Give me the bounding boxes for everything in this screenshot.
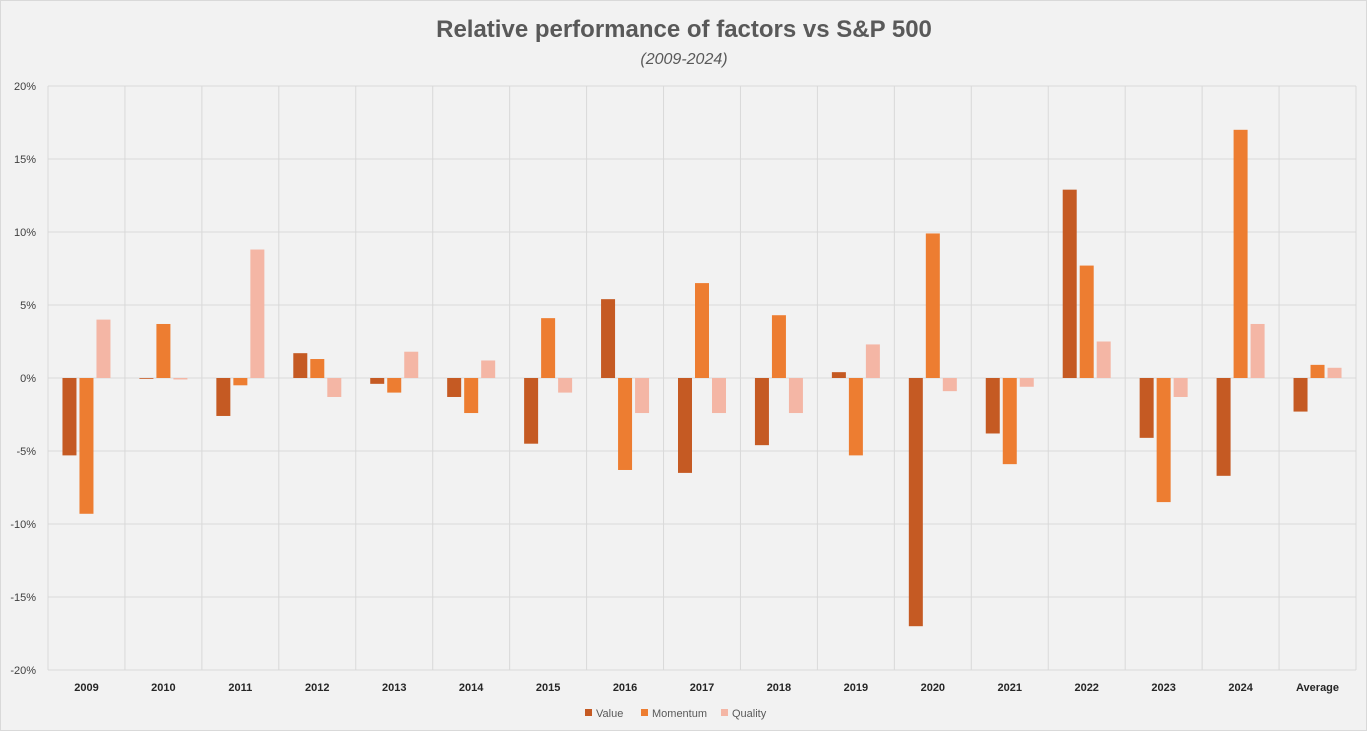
x-category-label: 2013 <box>382 682 406 694</box>
legend-swatch-value <box>585 709 592 716</box>
x-category-label: 2023 <box>1151 682 1175 694</box>
legend-label-quality: Quality <box>732 708 767 720</box>
bar-value-2015 <box>524 378 539 444</box>
x-category-label: 2009 <box>74 682 98 694</box>
bar-quality-2010 <box>173 378 188 380</box>
bar-value-2020 <box>908 378 923 627</box>
bar-quality-2018 <box>788 378 803 414</box>
x-category-label: 2012 <box>305 682 329 694</box>
chart-subtitle: (2009-2024) <box>640 51 727 68</box>
bar-momentum-2021 <box>1002 378 1017 465</box>
gridlines <box>47 85 1357 671</box>
y-tick-label: 10% <box>14 227 36 239</box>
y-tick-label: -5% <box>16 446 36 458</box>
x-category-label: Average <box>1296 682 1339 694</box>
bar-momentum-2009 <box>79 378 94 514</box>
legend-label-value: Value <box>596 708 623 720</box>
bar-value-2017 <box>678 378 692 473</box>
bar-momentum-2020 <box>925 233 940 378</box>
bar-value-2018 <box>754 378 769 446</box>
x-category-label: 2018 <box>767 682 791 694</box>
x-axis-categories: 2009 2010 2011 2012 2013 2014 2015 2016 2017 2018… <box>74 682 1339 694</box>
bar-momentum-2013 <box>387 378 402 393</box>
bar-quality-average <box>1327 367 1342 378</box>
bar-momentum-2023 <box>1156 378 1171 503</box>
legend-swatch-momentum <box>641 709 648 716</box>
x-category-label: 2021 <box>998 682 1022 694</box>
bar-value-2021 <box>985 378 1000 434</box>
x-category-label: 2017 <box>690 682 714 694</box>
x-category-label: 2022 <box>1074 682 1098 694</box>
y-tick-label: -10% <box>10 519 36 531</box>
x-category-label: 2024 <box>1228 682 1253 694</box>
bar-value-average <box>1293 378 1308 412</box>
bar-momentum-average <box>1310 364 1325 378</box>
bar-momentum-2019 <box>848 378 863 456</box>
bar-momentum-2014 <box>464 378 479 414</box>
bar-quality-2020 <box>942 378 957 392</box>
bar-value-2009 <box>62 378 77 456</box>
bar-momentum-2010 <box>156 323 171 378</box>
x-category-label: 2015 <box>536 682 560 694</box>
bar-value-2011 <box>216 378 231 416</box>
legend: Value Momentum Quality <box>585 708 767 720</box>
y-axis-ticks: 20% 15% 10% 5% 0% -5% -10% -15% -20% <box>10 81 36 677</box>
bar-quality-2016 <box>635 378 650 414</box>
bar-value-2013 <box>370 378 385 384</box>
bar-value-2023 <box>1139 378 1154 438</box>
bar-quality-2012 <box>327 378 342 397</box>
y-tick-label: -15% <box>10 592 36 604</box>
bar-value-2014 <box>447 378 462 397</box>
bar-quality-2014 <box>481 360 496 378</box>
bar-quality-2015 <box>558 378 573 393</box>
legend-label-momentum: Momentum <box>652 708 707 720</box>
bar-value-2024 <box>1216 378 1231 476</box>
y-tick-label: 20% <box>14 81 36 93</box>
bar-quality-2011 <box>250 249 265 378</box>
bar-value-2022 <box>1062 189 1077 378</box>
bar-momentum-2016 <box>618 378 633 470</box>
bar-momentum-2018 <box>771 315 786 378</box>
bar-value-2012 <box>293 353 308 378</box>
bar-quality-2021 <box>1019 378 1034 387</box>
bar-momentum-2012 <box>310 359 325 378</box>
legend-swatch-quality <box>721 709 728 716</box>
bars <box>62 129 1342 627</box>
bar-quality-2019 <box>865 344 880 378</box>
y-tick-label: 15% <box>14 154 36 166</box>
y-tick-label: -20% <box>10 665 36 677</box>
bar-quality-2009 <box>96 319 111 378</box>
x-category-label: 2020 <box>921 682 945 694</box>
x-category-label: 2014 <box>459 682 484 694</box>
bar-quality-2024 <box>1250 323 1265 378</box>
bar-momentum-2015 <box>541 318 556 378</box>
bar-momentum-2024 <box>1233 129 1248 378</box>
bar-quality-2017 <box>712 378 726 414</box>
bar-quality-2013 <box>404 351 419 378</box>
y-tick-label: 5% <box>20 300 36 312</box>
bar-value-2016 <box>601 299 616 378</box>
bar-momentum-2022 <box>1079 265 1094 378</box>
bar-value-2019 <box>831 372 846 378</box>
x-category-label: 2011 <box>228 682 252 694</box>
bar-momentum-2017 <box>695 283 709 378</box>
x-category-label: 2010 <box>151 682 175 694</box>
x-category-label: 2016 <box>613 682 637 694</box>
bar-value-2010 <box>139 378 154 379</box>
chart-title: Relative performance of factors vs S&P 5… <box>436 16 932 43</box>
bar-momentum-2011 <box>233 378 248 386</box>
bar-quality-2022 <box>1096 341 1111 378</box>
x-category-label: 2019 <box>844 682 868 694</box>
bar-quality-2023 <box>1173 378 1188 397</box>
y-tick-label: 0% <box>20 373 36 385</box>
